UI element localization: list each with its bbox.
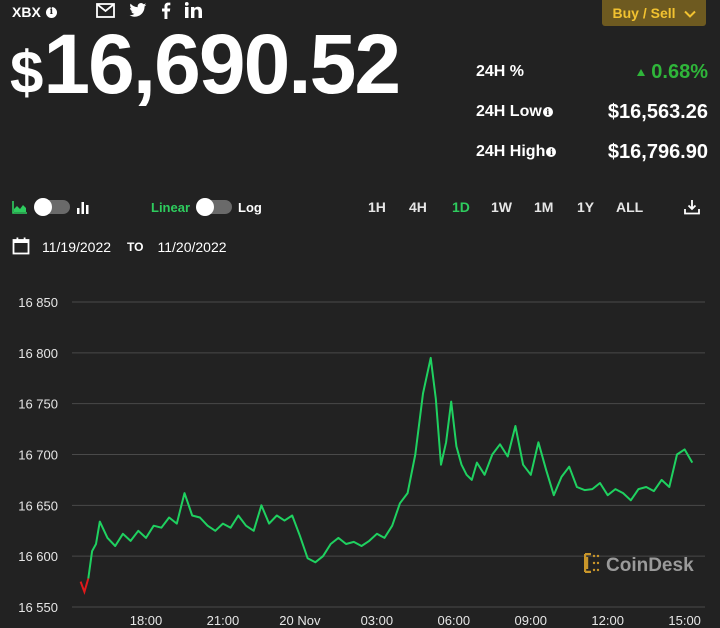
date-from[interactable]: 11/19/2022 xyxy=(42,239,112,255)
coindesk-watermark: CoinDesk xyxy=(583,552,694,579)
price-line-start xyxy=(79,578,90,595)
stat-label: 24H % xyxy=(476,63,525,80)
svg-text:15:00: 15:00 xyxy=(668,613,701,628)
svg-text:18:00: 18:00 xyxy=(130,613,163,628)
scale-linear[interactable]: Linear xyxy=(151,199,191,215)
coindesk-logo-icon xyxy=(583,552,602,579)
stat-24h-high: 24H High i $16,796.90 xyxy=(476,132,708,172)
up-arrow-icon xyxy=(637,68,646,76)
svg-text:06:00: 06:00 xyxy=(438,613,471,628)
stats-panel: 24H % 0.68% 24H Low i $16,563.26 24H Hig… xyxy=(476,52,708,172)
stat-value: $16,796.90 xyxy=(607,140,708,163)
currency-symbol: $ xyxy=(10,39,43,106)
x-axis-labels: 18:00 21:00 20 Nov 03:00 06:00 09:00 12:00 15:0… xyxy=(130,613,701,628)
ticker-header: XBX i xyxy=(12,4,57,20)
price-chart[interactable]: 16 850 16 800 16 750 16 700 16 650 16 600 16 5… xyxy=(0,280,720,628)
stat-label: 24H Low xyxy=(476,103,542,120)
area-chart-icon[interactable] xyxy=(12,196,28,218)
stat-value: $16,563.26 xyxy=(607,100,708,123)
svg-text:09:00: 09:00 xyxy=(514,613,547,628)
info-icon[interactable]: i xyxy=(542,107,553,117)
change-value: 0.68% xyxy=(651,60,708,83)
svg-text:16 800: 16 800 xyxy=(18,346,58,361)
svg-text:16 850: 16 850 xyxy=(18,295,58,310)
stat-label-wrap: 24H High i xyxy=(476,143,557,161)
current-price: $ 16,690.52 xyxy=(10,14,401,123)
social-share-bar xyxy=(96,0,202,20)
svg-text:16 700: 16 700 xyxy=(18,448,58,463)
stat-label: 24H High xyxy=(476,143,546,160)
chart-type-toggle[interactable] xyxy=(34,196,70,218)
range-4h[interactable]: 4H xyxy=(409,199,427,215)
facebook-icon[interactable] xyxy=(161,2,171,19)
chart-controls: Linear Log 1H 4H 1D 1W 1M 1Y ALL xyxy=(12,196,712,218)
date-to[interactable]: 11/20/2022 xyxy=(157,239,227,255)
svg-text:21:00: 21:00 xyxy=(207,613,240,628)
scale-log[interactable]: Log xyxy=(238,199,262,215)
stat-24h-low: 24H Low i $16,563.26 xyxy=(476,92,708,132)
svg-text:20 Nov: 20 Nov xyxy=(279,613,321,628)
svg-text:16 750: 16 750 xyxy=(18,397,58,412)
twitter-icon[interactable] xyxy=(129,2,147,18)
download-icon[interactable] xyxy=(684,196,700,218)
range-1w[interactable]: 1W xyxy=(491,199,512,215)
svg-text:16 600: 16 600 xyxy=(18,549,58,564)
watermark-text: CoinDesk xyxy=(606,555,694,576)
range-1h[interactable]: 1H xyxy=(368,199,386,215)
info-icon[interactable]: i xyxy=(546,147,557,157)
stat-value: 0.68% xyxy=(637,61,708,84)
range-all[interactable]: ALL xyxy=(616,199,644,215)
y-axis-labels: 16 850 16 800 16 750 16 700 16 650 16 600 16 5… xyxy=(18,295,58,615)
svg-text:16 550: 16 550 xyxy=(18,600,58,615)
buy-sell-button[interactable]: Buy / Sell xyxy=(602,0,706,26)
svg-text:03:00: 03:00 xyxy=(361,613,394,628)
mail-icon[interactable] xyxy=(96,2,115,18)
chevron-down-icon xyxy=(683,5,696,21)
range-1y[interactable]: 1Y xyxy=(577,199,595,215)
price-line xyxy=(87,356,694,579)
chart-gridlines xyxy=(72,301,705,608)
svg-text:16 650: 16 650 xyxy=(18,498,58,513)
buy-sell-label: Buy / Sell xyxy=(612,5,676,21)
bar-chart-icon[interactable] xyxy=(76,196,90,218)
scale-toggle[interactable] xyxy=(196,196,232,218)
ticker-symbol: XBX xyxy=(12,4,41,20)
date-to-label: TO xyxy=(127,240,144,254)
price-value: 16,690.52 xyxy=(43,17,401,111)
range-1d[interactable]: 1D xyxy=(452,199,470,215)
info-icon[interactable]: i xyxy=(45,6,57,18)
linkedin-icon[interactable] xyxy=(185,2,202,18)
svg-text:12:00: 12:00 xyxy=(591,613,624,628)
stat-24h-change: 24H % 0.68% xyxy=(476,52,708,92)
range-1m[interactable]: 1M xyxy=(534,199,554,215)
stat-label-wrap: 24H Low i xyxy=(476,103,553,121)
date-range: 11/19/2022 TO 11/20/2022 xyxy=(12,236,227,258)
calendar-icon[interactable] xyxy=(12,237,30,258)
